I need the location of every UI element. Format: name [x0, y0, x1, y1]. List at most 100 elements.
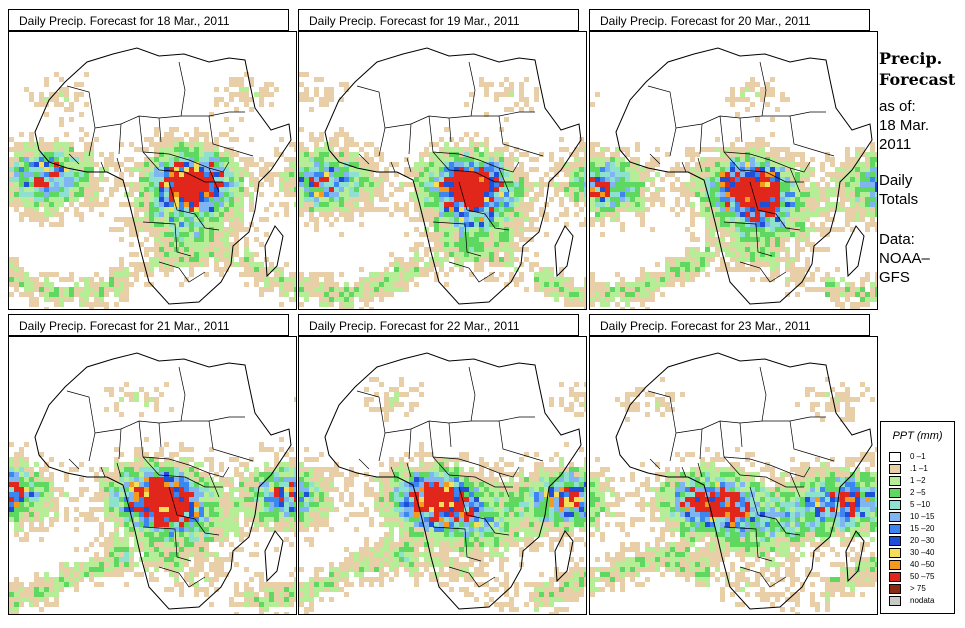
- precip-cell: [119, 257, 124, 262]
- precip-cell: [254, 542, 259, 547]
- precip-cell: [224, 572, 229, 577]
- precip-cell: [109, 387, 114, 392]
- precip-cell: [209, 162, 214, 167]
- precip-cell: [529, 207, 534, 212]
- precip-cell: [79, 202, 84, 207]
- precip-cell: [760, 217, 765, 222]
- precip-cell: [234, 217, 239, 222]
- precip-cell: [204, 272, 209, 277]
- precip-cell: [464, 222, 469, 227]
- precip-cell: [139, 482, 144, 487]
- precip-cell: [374, 392, 379, 397]
- precip-cell: [264, 592, 269, 597]
- precip-cell: [144, 562, 149, 567]
- precip-cell: [129, 242, 134, 247]
- precip-cell: [74, 187, 79, 192]
- precip-cell: [384, 417, 389, 422]
- precip-cell: [304, 447, 309, 452]
- precip-cell: [590, 272, 595, 277]
- precip-cell: [820, 212, 825, 217]
- precip-cell: [314, 167, 319, 172]
- precip-cell: [224, 537, 229, 542]
- precip-cell: [204, 522, 209, 527]
- precip-cell: [124, 297, 129, 302]
- precip-cell: [685, 187, 690, 192]
- precip-cell: [229, 602, 234, 607]
- precip-cell: [169, 537, 174, 542]
- precip-cell: [274, 507, 279, 512]
- precip-cell: [284, 172, 289, 177]
- precip-cell: [209, 487, 214, 492]
- precip-cell: [144, 217, 149, 222]
- precip-cell: [459, 182, 464, 187]
- precip-cell: [79, 187, 84, 192]
- precip-cell: [329, 142, 334, 147]
- precip-cell: [59, 187, 64, 192]
- precip-cell: [509, 212, 514, 217]
- precip-cell: [424, 272, 429, 277]
- precip-cell: [534, 227, 539, 232]
- precip-cell: [559, 397, 564, 402]
- precip-cell: [64, 132, 69, 137]
- precip-cell: [34, 472, 39, 477]
- precip-cell: [514, 242, 519, 247]
- precip-cell: [554, 297, 559, 302]
- precip-cell: [439, 467, 444, 472]
- precip-cell: [109, 507, 114, 512]
- precip-cell: [39, 102, 44, 107]
- precip-cell: [489, 187, 494, 192]
- precip-cell: [269, 517, 274, 522]
- precip-cell: [124, 272, 129, 277]
- precip-cell: [274, 172, 279, 177]
- precip-cell: [234, 92, 239, 97]
- precip-cell: [559, 462, 564, 467]
- precip-cell: [790, 197, 795, 202]
- precip-cell: [9, 482, 14, 487]
- precip-cell: [94, 472, 99, 477]
- precip-cell: [344, 202, 349, 207]
- precip-cell: [424, 262, 429, 267]
- precip-cell: [164, 557, 169, 562]
- precip-cell: [845, 192, 850, 197]
- precip-cell: [34, 192, 39, 197]
- precip-cell: [224, 192, 229, 197]
- precip-cell: [419, 467, 424, 472]
- precip-cell: [615, 167, 620, 172]
- precip-cell: [845, 187, 850, 192]
- precip-cell: [114, 467, 119, 472]
- precip-cell: [179, 142, 184, 147]
- precip-cell: [539, 272, 544, 277]
- precip-cell: [324, 467, 329, 472]
- precip-cell: [49, 207, 54, 212]
- precip-cell: [99, 532, 104, 537]
- precip-cell: [865, 277, 870, 282]
- precip-cell: [504, 232, 509, 237]
- precip-cell: [54, 172, 59, 177]
- precip-cell: [584, 182, 586, 187]
- precip-cell: [184, 532, 189, 537]
- precip-cell: [509, 247, 514, 252]
- precip-cell: [625, 207, 630, 212]
- precip-cell: [489, 262, 494, 267]
- precip-cell: [44, 177, 49, 182]
- precip-cell: [54, 512, 59, 517]
- precip-cell: [595, 162, 600, 167]
- precip-cell: [154, 232, 159, 237]
- precip-cell: [755, 82, 760, 87]
- precip-cell: [705, 147, 710, 152]
- precip-cell: [765, 142, 770, 147]
- precip-cell: [154, 242, 159, 247]
- precip-cell: [279, 287, 284, 292]
- precip-cell: [179, 487, 184, 492]
- precip-cell: [299, 82, 304, 87]
- precip-cell: [164, 237, 169, 242]
- precip-cell: [775, 107, 780, 112]
- precip-cell: [164, 552, 169, 557]
- country-border: [675, 61, 767, 129]
- country-border: [94, 61, 186, 129]
- precip-cell: [620, 282, 625, 287]
- precip-cell: [29, 282, 34, 287]
- precip-cell: [324, 162, 329, 167]
- precip-cell: [179, 512, 184, 517]
- precip-cell: [294, 157, 296, 162]
